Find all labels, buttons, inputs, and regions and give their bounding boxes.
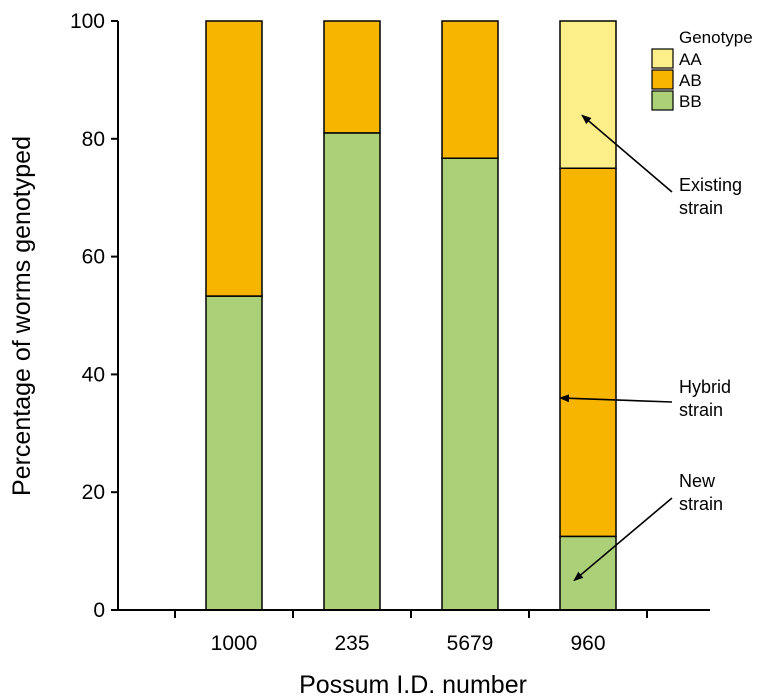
y-tick-label-60: 60	[82, 246, 105, 269]
bar-5679-ab	[441, 20, 499, 159]
annotation-line-hybrid: Hybrid	[679, 377, 731, 397]
bar-1000-bb	[205, 295, 263, 611]
x-tick-label-1000: 1000	[211, 632, 258, 655]
bar-1000-ab	[205, 20, 263, 297]
bars-layer	[205, 20, 617, 611]
legend-swatch-aa	[651, 48, 674, 69]
y-tick-label-80: 80	[82, 128, 105, 151]
y-axis-title: Percentage of worms genotyped	[8, 136, 36, 496]
axes-layer: 0 20 40 60 80 100 1000 235 5679 960	[70, 10, 710, 655]
annotation-line-strain: strain	[679, 198, 723, 218]
annotation-line-strain: strain	[679, 494, 723, 514]
bar-960-aa	[559, 20, 617, 169]
annotation-existing-strain: Existing strain	[581, 114, 742, 218]
y-tick-label-20: 20	[82, 481, 105, 504]
legend-label-bb: BB	[679, 92, 702, 111]
annotation-hybrid-strain: Hybrid strain	[559, 377, 731, 420]
legend-swatch-ab	[651, 69, 674, 90]
bar-235-ab	[323, 20, 381, 134]
annotation-line-existing: Existing	[679, 175, 742, 195]
annotation-new-strain: New strain	[573, 471, 723, 582]
annotations: Existing strain Hybrid strain New strain	[559, 114, 742, 582]
y-tick-label-40: 40	[82, 363, 105, 386]
y-tick-label-100: 100	[70, 10, 105, 33]
legend-swatch-bb	[651, 90, 674, 111]
annotation-line-new: New	[679, 471, 716, 491]
bar-235-bb	[323, 132, 381, 611]
annotation-arrow-existing-strain	[581, 114, 673, 193]
x-tick-label-235: 235	[334, 632, 369, 655]
x-tick-label-960: 960	[570, 632, 605, 655]
y-tick-label-0: 0	[93, 599, 105, 622]
annotation-line-strain: strain	[679, 400, 723, 420]
bar-5679-bb	[441, 157, 499, 611]
x-axis-title: Possum I.D. number	[299, 671, 527, 699]
annotation-arrow-new-strain	[573, 497, 673, 582]
legend: Genotype AA AB BB	[651, 28, 753, 111]
x-tick-label-5679: 5679	[447, 632, 494, 655]
legend-title: Genotype	[679, 28, 753, 47]
bar-960-bb	[559, 535, 617, 611]
legend-label-aa: AA	[679, 50, 702, 69]
annotation-arrow-hybrid-strain	[559, 394, 673, 403]
legend-label-ab: AB	[679, 71, 702, 90]
bar-960-ab	[559, 167, 617, 538]
